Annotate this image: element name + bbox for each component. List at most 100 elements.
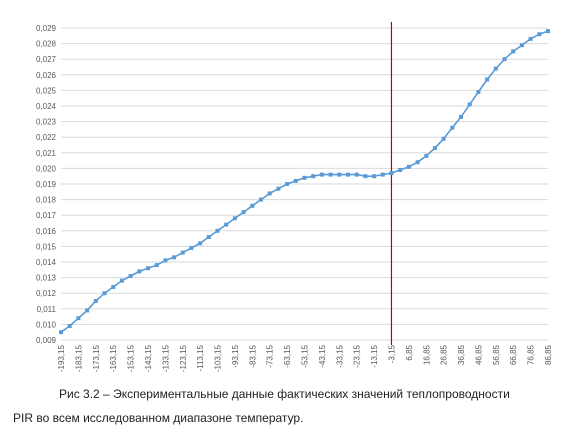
x-tick-label: -163,15 [109,344,118,372]
figure-caption-line-1: Рис 3.2 – Экспериментальные данные факти… [59,387,510,401]
x-tick-label: -13,15 [370,344,379,367]
data-point [337,172,342,177]
x-tick-label: -183,15 [74,344,83,372]
y-tick-label: 0,021 [36,149,57,158]
data-point [502,57,507,62]
y-tick-label: 0,025 [36,86,57,95]
x-tick-label: -193,15 [57,344,66,372]
data-point [137,269,142,274]
data-point [232,216,237,221]
x-tick-label: -173,15 [92,344,101,372]
data-point [276,186,281,191]
data-point [250,203,255,208]
data-point [128,274,133,278]
x-tick-label: -123,15 [179,344,188,372]
x-tick-label: 76,85 [527,344,536,365]
x-tick-label: -143,15 [144,344,153,372]
x-tick-label: -53,15 [301,344,310,367]
data-point [119,278,124,283]
x-tick-label: 6,85 [405,344,414,360]
data-point [93,299,98,303]
y-tick-label: 0,014 [36,258,57,267]
y-tick-label: 0,022 [36,133,57,142]
y-tick-label: 0,009 [36,336,57,345]
data-point [346,172,350,177]
figure-caption-line-2: PIR во всем исследованном диапазоне темп… [13,411,304,425]
conductivity-chart: 0,009 0,010 0,011 0,012 0,013 0,014 0,015 0,016… [36,22,553,372]
data-point [424,153,429,158]
data-point [76,316,81,321]
y-tick-label: 0,023 [36,118,57,127]
y-tick-label: 0,016 [36,227,57,236]
x-tick-label: -23,15 [353,344,362,367]
x-tick-label: 36,85 [457,344,466,365]
data-point [459,114,463,119]
series-group [59,29,550,335]
y-tick-label: 0,028 [36,40,57,49]
x-tick-label: -73,15 [266,344,275,367]
series-line [60,30,549,333]
data-point [206,235,211,239]
y-tick-label: 0,010 [36,320,57,329]
data-point [389,171,394,176]
data-point [102,291,107,296]
y-axis-tick-labels: 0,009 0,010 0,011 0,012 0,013 0,014 0,015 0,016… [36,24,57,345]
y-tick-label: 0,012 [36,289,57,298]
data-point [311,174,316,179]
data-point [302,175,307,180]
data-point [172,255,177,260]
y-tick-label: 0,019 [36,180,57,189]
gridlines [61,27,548,341]
data-point [406,164,411,169]
data-point [241,210,246,215]
data-point [415,160,420,165]
data-point [259,197,263,202]
x-tick-label: 66,85 [509,344,518,365]
data-point [372,174,377,179]
data-point [215,228,220,233]
y-tick-label: 0,015 [36,242,57,251]
data-point [267,191,272,196]
data-point [380,172,385,177]
data-point [67,324,72,328]
data-point [476,90,481,94]
y-tick-label: 0,026 [36,71,57,80]
y-tick-label: 0,013 [36,274,57,283]
y-tick-label: 0,018 [36,196,57,205]
x-tick-label: 86,85 [544,344,553,365]
x-tick-label: -33,15 [335,344,344,367]
x-tick-label: -93,15 [231,344,240,367]
data-point [354,172,359,177]
x-tick-label: 56,85 [492,344,501,365]
data-point [111,285,116,289]
data-point [319,172,324,177]
y-tick-label: 0,024 [36,102,57,111]
data-point [467,102,472,107]
data-point [546,29,550,34]
data-point [528,36,533,41]
data-point [59,330,63,335]
y-tick-label: 0,017 [36,211,57,220]
y-tick-label: 0,027 [36,55,57,64]
data-point [293,178,298,183]
x-tick-label: -3,15 [387,344,396,363]
x-tick-label: -133,15 [161,344,170,372]
data-point [189,246,194,250]
data-point [441,136,446,141]
data-point [154,263,159,268]
data-point [537,32,542,37]
x-tick-label: -103,15 [214,344,223,372]
data-point [519,43,524,48]
data-point [180,250,185,255]
x-axis-tick-labels: -193,15 -183,15 -173,15 -163,15 -153,15 -143,… [57,344,553,372]
y-tick-label: 0,020 [36,164,57,173]
data-point [224,222,229,227]
data-point [485,77,490,82]
data-point [398,168,403,172]
x-tick-label: 26,85 [440,344,449,365]
x-tick-label: 46,85 [474,344,483,365]
data-point [163,258,168,263]
data-point [432,146,437,151]
data-point [511,49,516,54]
data-point [363,174,368,179]
